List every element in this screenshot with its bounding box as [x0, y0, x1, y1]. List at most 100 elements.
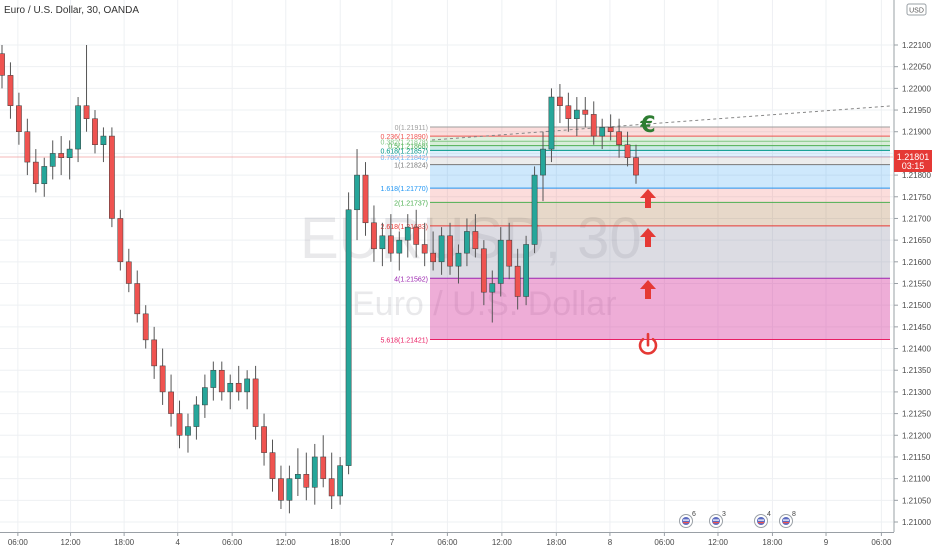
- candle-body: [210, 369, 217, 388]
- candle: [311, 443, 318, 505]
- candle: [83, 45, 90, 132]
- price-tick-label: 1.21300: [902, 388, 931, 397]
- candle: [16, 92, 22, 145]
- fib-level-label: 0(1.21911): [395, 125, 428, 132]
- candle: [193, 396, 200, 440]
- price-tick-label: 1.21550: [902, 280, 931, 289]
- candle-body: [489, 283, 496, 293]
- time-tick-label: 06:00: [437, 538, 458, 547]
- candle-body: [464, 231, 470, 254]
- fib-level-label: 2.618(1.21683): [381, 224, 428, 231]
- currency-label: USD: [909, 8, 924, 15]
- candle: [269, 439, 276, 492]
- price-tick-label: 1.21450: [902, 323, 931, 332]
- fib-level-label: 0.236(1.21890): [381, 134, 428, 141]
- candle-body: [506, 239, 513, 267]
- chart-annotations: €: [638, 113, 658, 355]
- candle-body: [0, 53, 5, 76]
- time-tick-label: 06:00: [871, 538, 892, 547]
- candle-body: [557, 96, 563, 106]
- candle-body: [83, 105, 90, 119]
- economic-event-marker[interactable]: 4: [754, 511, 772, 528]
- candle: [185, 413, 191, 453]
- candle-body: [354, 174, 360, 211]
- candle: [117, 209, 124, 271]
- economic-event-marker[interactable]: 3: [709, 511, 727, 528]
- flag-icon: [712, 517, 720, 525]
- candle-body: [371, 222, 377, 250]
- event-count: 8: [792, 511, 796, 518]
- fib-level-label: 0.5(1.21868): [388, 144, 428, 151]
- event-markers[interactable]: 6 3 4 8: [679, 511, 797, 528]
- candle-body: [75, 105, 81, 150]
- candle: [404, 214, 411, 258]
- flag-stripe: [713, 522, 719, 524]
- economic-event-marker[interactable]: 8: [779, 511, 797, 528]
- last-price-tag: 1.21801 03:15: [894, 150, 932, 172]
- time-tick-label: 18:00: [546, 538, 567, 547]
- currency-badge[interactable]: USD: [906, 3, 927, 16]
- fib-level-label: 1.618(1.21770): [381, 186, 428, 193]
- candle: [168, 374, 174, 427]
- candle: [472, 214, 479, 258]
- candle: [75, 97, 81, 163]
- flag-stripe: [758, 519, 764, 521]
- price-tick-label: 1.21500: [902, 301, 931, 310]
- candle: [582, 97, 589, 128]
- candle-body: [616, 131, 622, 145]
- power-icon: [638, 332, 658, 355]
- candle: [303, 452, 310, 501]
- time-tick-label: 12:00: [708, 538, 729, 547]
- candle: [497, 227, 504, 297]
- candle-body: [294, 474, 301, 479]
- event-count: 3: [722, 511, 726, 518]
- fibonacci-extension[interactable]: 0(1.21911)0.236(1.21890)0.382(1.21878)0.…: [381, 125, 890, 344]
- time-axis[interactable]: 06:00 12:00 18:00 4 06:00 12:00 18:00 7 06:00 12:…: [8, 532, 892, 547]
- time-tick-label: 9: [824, 538, 829, 547]
- candle-body: [345, 209, 352, 466]
- price-tick-label: 1.21950: [902, 106, 931, 115]
- fib-band: [430, 145, 890, 151]
- flag-stripe: [783, 522, 789, 524]
- time-tick-label: 18:00: [114, 538, 135, 547]
- candle-body: [134, 283, 141, 315]
- candle-body: [193, 404, 200, 427]
- candle: [514, 248, 521, 310]
- time-tick-label: 18:00: [762, 538, 783, 547]
- price-axis[interactable]: 1.22100 1.22050 1.22000 1.21950 1.21900 1.218…: [894, 41, 931, 527]
- fib-level-label: 0.786(1.21842): [381, 155, 428, 162]
- candle-body: [413, 226, 420, 245]
- candle: [202, 374, 208, 418]
- candle-body: [362, 174, 369, 224]
- price-tick-label: 1.21800: [902, 171, 931, 180]
- time-tick-label: 12:00: [492, 538, 513, 547]
- candle-body: [480, 248, 487, 293]
- candle-body: [278, 478, 284, 501]
- candle-body: [117, 218, 124, 263]
- candle: [523, 235, 529, 306]
- fib-band: [430, 150, 890, 157]
- price-tick-label: 1.22000: [902, 84, 931, 93]
- flag-stripe: [783, 519, 789, 521]
- flag-icon: [757, 517, 765, 525]
- candle-body: [472, 231, 479, 250]
- fib-band: [430, 278, 890, 340]
- economic-event-marker[interactable]: 6: [679, 511, 697, 528]
- candle-body: [320, 456, 327, 479]
- candle-body: [430, 252, 436, 263]
- fib-level-label: 4(1.21562): [394, 276, 428, 283]
- fib-level-label: 5.618(1.21421): [381, 337, 428, 344]
- candle: [24, 118, 31, 176]
- fib-band: [430, 136, 890, 142]
- candle-body: [66, 148, 73, 158]
- candle-body: [303, 474, 310, 488]
- fib-band: [430, 156, 890, 165]
- price-tick-label: 1.22100: [902, 41, 931, 50]
- candle-body: [41, 166, 48, 185]
- candle: [109, 127, 115, 228]
- candle-body: [599, 127, 606, 137]
- trend-line[interactable]: [431, 105, 891, 141]
- flag-stripe: [713, 519, 719, 521]
- candle: [438, 227, 445, 275]
